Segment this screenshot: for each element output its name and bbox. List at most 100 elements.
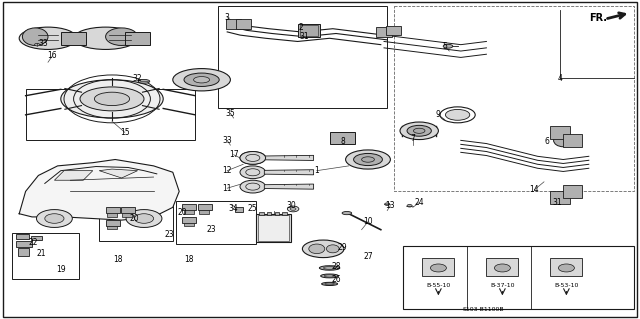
Ellipse shape	[287, 206, 299, 212]
Circle shape	[126, 210, 162, 227]
Text: 32: 32	[132, 74, 143, 83]
Bar	[106, 207, 120, 213]
Bar	[18, 248, 29, 256]
Text: B-37-10: B-37-10	[490, 283, 515, 288]
Text: 31: 31	[552, 198, 562, 207]
Bar	[235, 207, 243, 212]
Ellipse shape	[106, 28, 138, 45]
Text: 7: 7	[410, 134, 415, 143]
Ellipse shape	[431, 264, 447, 272]
Bar	[550, 258, 582, 276]
Bar	[121, 207, 135, 213]
Ellipse shape	[495, 264, 511, 272]
Text: 14: 14	[529, 185, 540, 194]
Ellipse shape	[193, 77, 210, 83]
Bar	[258, 215, 289, 241]
Ellipse shape	[324, 275, 335, 277]
Ellipse shape	[138, 79, 150, 83]
Bar	[99, 204, 173, 241]
Ellipse shape	[240, 166, 266, 179]
Text: 24: 24	[414, 198, 424, 207]
Bar	[184, 223, 194, 226]
Text: 6: 6	[545, 137, 550, 146]
Circle shape	[36, 210, 72, 227]
Text: 23: 23	[206, 225, 216, 234]
Ellipse shape	[240, 152, 266, 164]
Ellipse shape	[385, 203, 390, 205]
Bar	[486, 258, 518, 276]
Bar	[106, 220, 120, 226]
Ellipse shape	[321, 274, 339, 278]
Bar	[182, 204, 196, 210]
Text: 31: 31	[299, 32, 309, 41]
Ellipse shape	[22, 28, 48, 45]
Ellipse shape	[61, 80, 163, 118]
Bar	[256, 214, 291, 242]
Ellipse shape	[558, 264, 575, 272]
Bar	[394, 6, 634, 191]
Text: 35: 35	[225, 109, 236, 118]
Bar	[107, 213, 117, 217]
Ellipse shape	[322, 282, 338, 286]
Bar	[298, 24, 320, 37]
Ellipse shape	[413, 128, 425, 133]
Ellipse shape	[35, 43, 40, 46]
Ellipse shape	[291, 208, 296, 211]
Text: 5: 5	[442, 42, 447, 51]
Text: 26: 26	[331, 275, 341, 284]
Text: 25: 25	[248, 204, 258, 213]
Text: S103-B1100B: S103-B1100B	[462, 307, 504, 312]
Bar	[259, 212, 264, 215]
Polygon shape	[99, 169, 138, 178]
Ellipse shape	[362, 157, 374, 162]
Ellipse shape	[302, 240, 344, 258]
Ellipse shape	[319, 266, 340, 270]
Bar	[563, 134, 582, 147]
Text: 18: 18	[184, 256, 193, 264]
Text: 3: 3	[225, 13, 230, 22]
Text: 27: 27	[363, 252, 373, 261]
Ellipse shape	[19, 27, 77, 49]
Bar	[26, 89, 195, 140]
Bar	[61, 32, 86, 45]
Bar	[376, 27, 392, 37]
Text: 21: 21	[37, 249, 46, 258]
Bar	[275, 212, 279, 215]
Bar	[386, 26, 401, 35]
Text: 12: 12	[223, 166, 232, 175]
Text: 30: 30	[286, 201, 296, 210]
Ellipse shape	[445, 109, 470, 120]
Text: B-53-10: B-53-10	[554, 283, 579, 288]
Circle shape	[45, 214, 64, 223]
Bar	[122, 213, 132, 217]
Polygon shape	[264, 155, 314, 160]
Text: 17: 17	[228, 150, 239, 159]
Bar	[218, 6, 387, 108]
Bar	[282, 212, 287, 215]
Bar	[300, 25, 318, 36]
Bar	[236, 19, 251, 29]
Text: 33: 33	[38, 39, 49, 48]
Text: 1: 1	[314, 166, 319, 175]
Ellipse shape	[324, 283, 335, 285]
Polygon shape	[54, 171, 93, 180]
Ellipse shape	[346, 150, 390, 169]
Text: 34: 34	[228, 204, 239, 213]
Text: 11: 11	[223, 184, 232, 193]
Bar	[12, 233, 79, 279]
Bar	[422, 258, 454, 276]
Ellipse shape	[323, 267, 336, 269]
Polygon shape	[264, 170, 314, 175]
Ellipse shape	[407, 204, 412, 207]
Bar	[176, 201, 256, 244]
Text: 9: 9	[436, 110, 441, 119]
Bar	[226, 19, 241, 29]
Polygon shape	[19, 160, 179, 220]
Bar	[550, 126, 570, 139]
Ellipse shape	[326, 245, 339, 253]
Ellipse shape	[354, 153, 383, 166]
Text: 29: 29	[337, 243, 348, 252]
Text: 33: 33	[222, 136, 232, 145]
Bar	[107, 226, 117, 229]
Ellipse shape	[342, 211, 352, 215]
